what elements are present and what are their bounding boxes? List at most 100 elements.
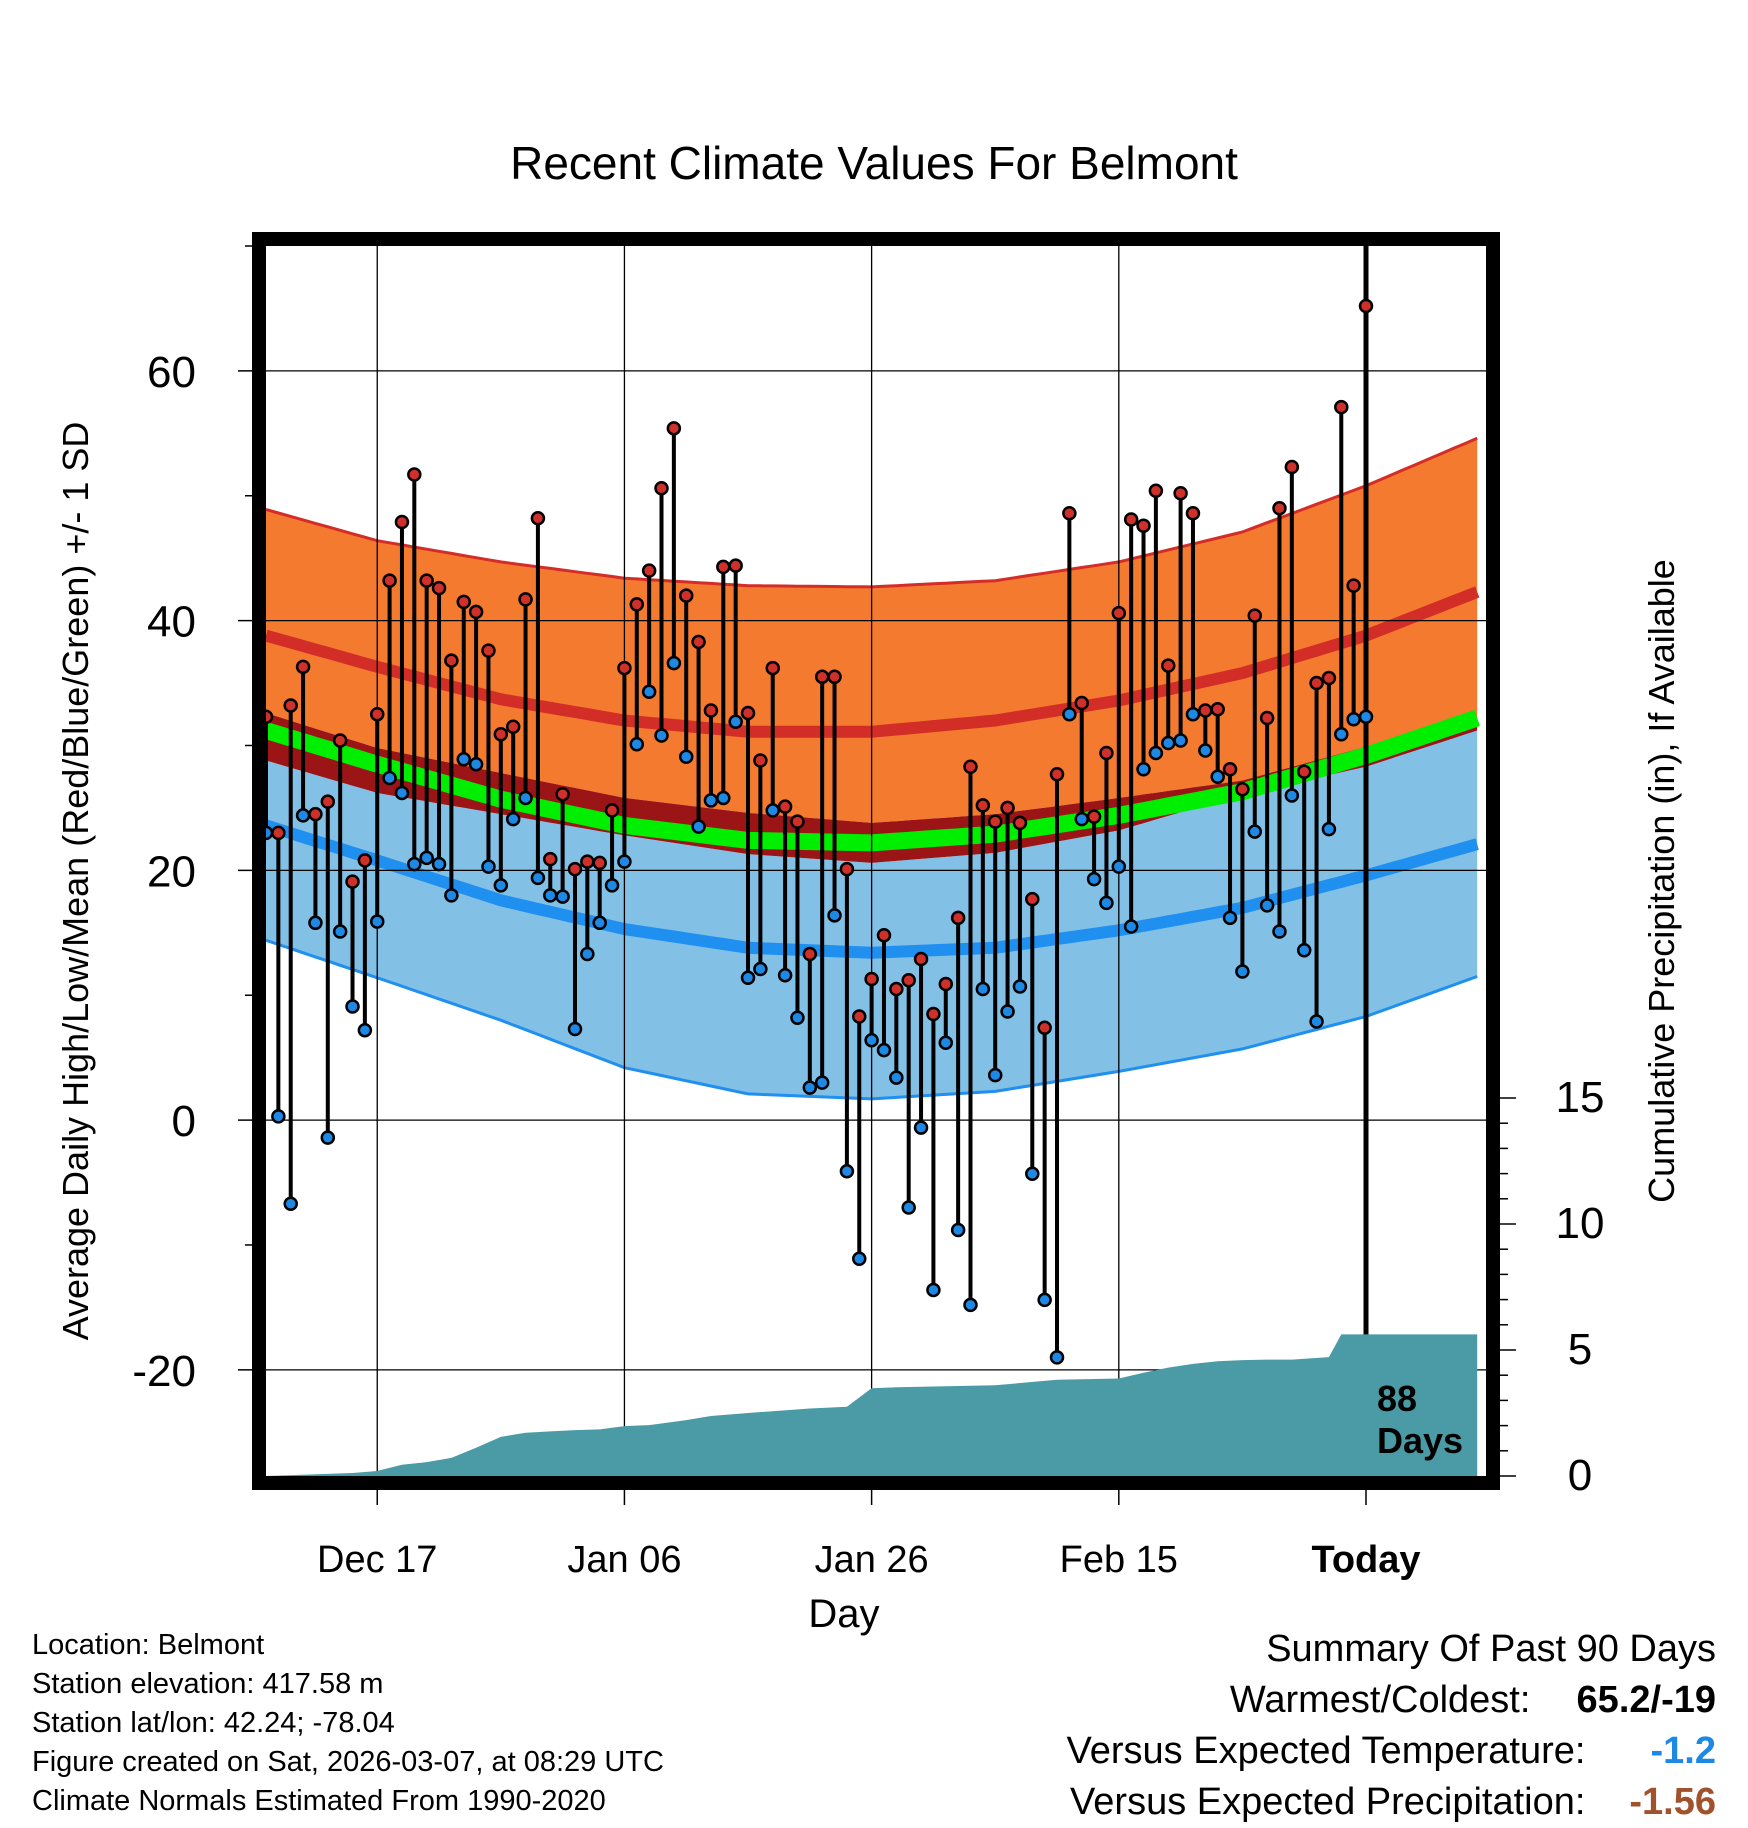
high-point: [1136, 518, 1151, 533]
low-point: [728, 714, 743, 730]
high-point: [1358, 298, 1374, 314]
high-point: [926, 1006, 941, 1022]
low-point: [1346, 712, 1361, 727]
y-tick-label: -20: [132, 1347, 196, 1396]
low-point: [790, 1010, 805, 1025]
low-point: [839, 1164, 855, 1179]
low-point: [1000, 1004, 1015, 1019]
high-point: [1321, 670, 1337, 686]
low-point: [753, 961, 768, 977]
high-point: [407, 467, 422, 482]
high-point: [592, 855, 607, 871]
low-point: [345, 999, 360, 1014]
high-point: [357, 853, 373, 868]
low-point: [852, 1251, 867, 1266]
days-label: 88 Days: [1377, 1378, 1463, 1462]
low-point: [827, 908, 842, 923]
days-word: Days: [1377, 1420, 1464, 1461]
high-point: [555, 786, 570, 802]
high-point: [901, 973, 916, 988]
low-point: [481, 859, 496, 874]
low-point: [1272, 924, 1287, 939]
high-point: [1210, 702, 1225, 717]
high-point: [295, 659, 311, 675]
high-point: [1259, 710, 1275, 726]
meta-location: Location: Belmont: [32, 1629, 265, 1661]
high-point: [481, 643, 496, 658]
low-point: [1111, 859, 1127, 874]
low-point: [926, 1282, 941, 1298]
low-point: [431, 856, 447, 872]
days-count: 88: [1377, 1378, 1418, 1419]
high-point: [802, 946, 818, 962]
high-point: [728, 558, 743, 573]
high-point: [1148, 483, 1164, 499]
high-point: [1198, 703, 1213, 718]
low-point: [394, 785, 410, 801]
high-point: [1111, 605, 1127, 621]
meta-created: Figure created on Sat, 2026-03-07, at 08…: [32, 1746, 664, 1778]
high-point: [740, 705, 756, 721]
low-point: [1136, 761, 1151, 777]
low-point: [357, 1022, 373, 1038]
low-point: [505, 811, 521, 827]
low-point: [1334, 727, 1349, 742]
low-point: [1099, 895, 1114, 911]
low-point: [1198, 743, 1213, 758]
high-point: [814, 669, 830, 685]
high-point: [950, 910, 966, 926]
precip-area: [266, 1334, 1478, 1476]
low-point: [691, 819, 706, 834]
low-point: [1148, 745, 1164, 761]
high-point: [753, 753, 768, 768]
low-point: [320, 1130, 336, 1145]
high-point: [1346, 578, 1361, 593]
low-point: [1210, 769, 1225, 784]
high-point: [505, 719, 521, 735]
high-point: [604, 803, 620, 818]
high-point: [691, 634, 706, 650]
low-point: [604, 878, 620, 893]
low-point: [1235, 964, 1250, 979]
y2-tick-label: 5: [1568, 1325, 1592, 1374]
high-point: [1062, 505, 1077, 521]
low-point: [295, 808, 311, 823]
low-point: [419, 850, 434, 866]
high-point: [1247, 608, 1263, 623]
meta-elevation: Station elevation: 417.58 m: [32, 1668, 384, 1700]
high-point: [1309, 675, 1324, 691]
high-point: [419, 573, 434, 588]
summary-precip-row: Versus Expected Precipitation: -1.56: [1067, 1777, 1716, 1828]
temp-label: Versus Expected Temperature:: [1066, 1730, 1586, 1772]
meta-normals: Climate Normals Estimated From 1990-2020: [32, 1785, 606, 1817]
high-point: [543, 851, 558, 867]
low-point: [1062, 707, 1077, 722]
high-point: [889, 981, 904, 997]
high-point: [839, 861, 855, 877]
y-tick-label: 0: [172, 1097, 196, 1146]
low-point: [308, 915, 323, 931]
high-point: [1037, 1020, 1052, 1035]
summary-panel: Summary Of Past 90 Days Warmest/Coldest:…: [1067, 1624, 1716, 1828]
low-point: [950, 1222, 966, 1238]
low-point: [567, 1021, 583, 1037]
high-point: [382, 573, 397, 588]
low-point: [1222, 910, 1238, 926]
y-tick-label: 20: [147, 847, 196, 896]
low-point: [678, 749, 694, 764]
low-point: [407, 856, 422, 872]
low-point: [629, 736, 645, 752]
y2-tick-label: 0: [1568, 1451, 1592, 1500]
low-point: [580, 946, 595, 962]
high-point: [332, 733, 348, 748]
high-point: [308, 806, 323, 822]
low-point: [332, 924, 348, 939]
high-point: [580, 854, 595, 869]
low-point: [1247, 824, 1263, 839]
low-point: [456, 751, 472, 767]
high-point: [1185, 505, 1201, 521]
x-tick-label: Jan 26: [815, 1539, 929, 1581]
high-point: [1173, 485, 1188, 501]
low-point: [468, 756, 484, 772]
